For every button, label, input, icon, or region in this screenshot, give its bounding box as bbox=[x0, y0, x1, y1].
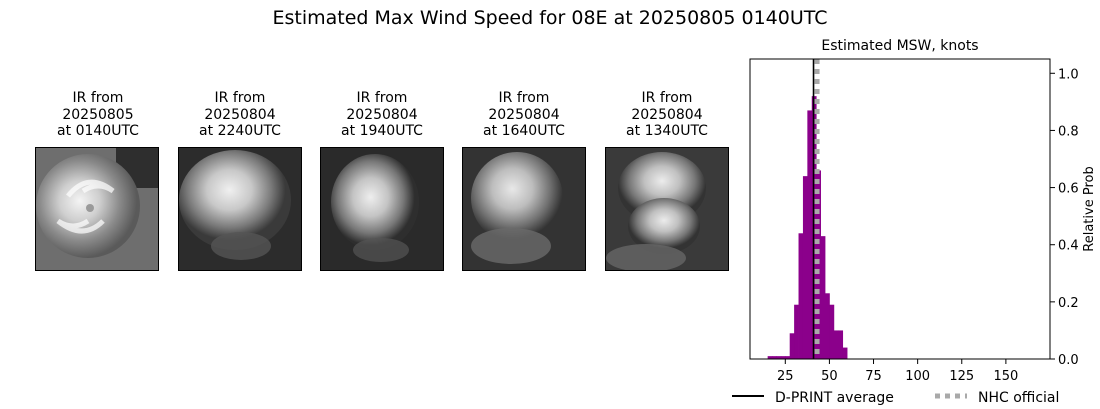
histogram-bar-6 bbox=[794, 304, 799, 359]
ir-panel-label-4: IR from 20250804 at 1640UTC bbox=[483, 90, 565, 139]
y-tick-label: 0.6 bbox=[1058, 182, 1079, 197]
ir-image-2 bbox=[178, 147, 302, 271]
chart-title: Estimated MSW, knots bbox=[821, 38, 978, 54]
ir-panel-label-1: IR from 20250805 at 0140UTC bbox=[57, 90, 139, 139]
histogram-bar-4 bbox=[785, 356, 791, 359]
x-tick-label: 50 bbox=[821, 369, 838, 384]
y-tick-label: 0.0 bbox=[1058, 353, 1079, 368]
x-tick-label: 75 bbox=[865, 369, 882, 384]
ir-panel-label-2: IR from 20250804 at 2240UTC bbox=[199, 90, 281, 139]
plot-frame bbox=[749, 58, 1051, 360]
histogram-bar-3 bbox=[780, 356, 786, 359]
legend-label-nhc: NHC official bbox=[978, 390, 1059, 406]
histogram-bar-5 bbox=[789, 333, 795, 359]
ir-image-5 bbox=[605, 147, 729, 271]
histogram-bar-11 bbox=[816, 170, 821, 359]
legend: D-PRINT average NHC official bbox=[732, 390, 1059, 406]
histogram-bar-1 bbox=[772, 356, 777, 359]
ir-image-1 bbox=[35, 147, 159, 271]
y-tick-label: 0.2 bbox=[1058, 296, 1079, 311]
ir-panel-label-3: IR from 20250804 at 1940UTC bbox=[341, 90, 423, 139]
x-tick-label: 25 bbox=[777, 369, 794, 384]
x-tick-label: 100 bbox=[905, 369, 930, 384]
histogram-bar-15 bbox=[833, 330, 839, 359]
ir-image-3 bbox=[320, 147, 444, 271]
histogram-bar-13 bbox=[825, 293, 830, 359]
y-tick-label: 0.8 bbox=[1058, 124, 1079, 139]
x-tick-label: 150 bbox=[993, 369, 1018, 384]
legend-label-dprint: D-PRINT average bbox=[775, 390, 894, 406]
histogram-bar-0 bbox=[767, 356, 773, 359]
histogram-bar-14 bbox=[829, 304, 835, 359]
x-tick-label: 125 bbox=[949, 369, 974, 384]
ir-image-4 bbox=[462, 147, 586, 271]
histogram-bar-2 bbox=[776, 356, 782, 359]
histogram-bar-8 bbox=[802, 176, 808, 359]
main-title: Estimated Max Wind Speed for 08E at 2025… bbox=[272, 7, 828, 29]
ir-panel-label-5: IR from 20250804 at 1340UTC bbox=[626, 90, 708, 139]
y-axis-label: Relative Prob bbox=[1082, 166, 1097, 251]
histogram-bar-9 bbox=[807, 110, 813, 359]
y-tick-label: 1.0 bbox=[1058, 67, 1079, 82]
y-tick-label: 0.4 bbox=[1058, 239, 1079, 254]
histogram-bar-16 bbox=[838, 330, 844, 359]
histogram-bar-12 bbox=[820, 236, 826, 359]
histogram-bar-17 bbox=[842, 347, 848, 359]
histogram-bar-7 bbox=[798, 233, 804, 359]
